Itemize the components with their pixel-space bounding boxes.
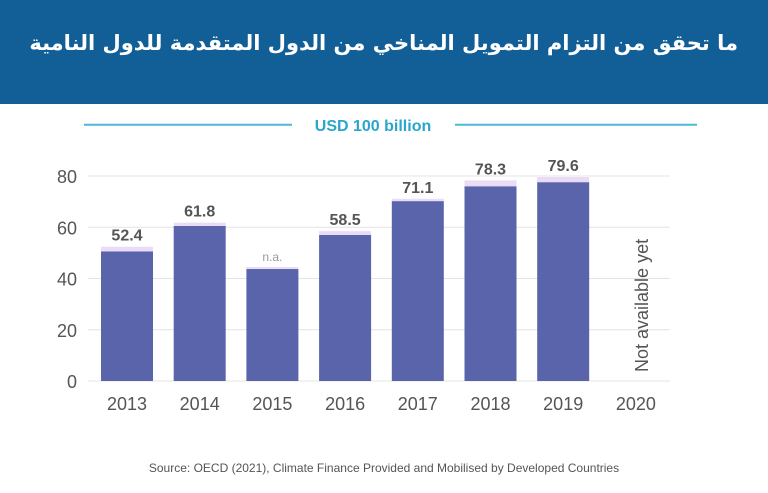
bar-top-2015 (246, 266, 299, 270)
y-tick-label: 60 (57, 218, 77, 238)
target-line-label: USD 100 billion (315, 118, 431, 135)
y-tick-label: 0 (67, 372, 77, 392)
bar-top-2013 (101, 246, 153, 252)
bar-2018 (464, 186, 517, 381)
x-tick-label: 2020 (616, 394, 656, 414)
y-tick-label: 40 (57, 270, 77, 290)
bar-2013 (101, 251, 153, 381)
data-label: 52.4 (111, 228, 142, 245)
y-tick-label: 20 (57, 321, 77, 341)
data-label: 58.5 (330, 212, 361, 229)
x-tick-label: 2017 (398, 394, 438, 414)
x-tick-label: 2019 (543, 394, 583, 414)
x-tick-label: 2014 (180, 394, 220, 414)
bar-top-2014 (173, 222, 226, 226)
x-tick-label: 2013 (107, 394, 147, 414)
header-banner: ما تحقق من التزام التمويل المناخي من الد… (0, 0, 768, 104)
bar-2017 (391, 201, 444, 381)
data-label: 71.1 (402, 180, 433, 197)
data-label: 61.8 (184, 204, 215, 221)
data-label: 79.6 (548, 158, 579, 175)
bar-2019 (537, 182, 590, 381)
bar-top-2018 (464, 180, 517, 187)
bar-top-2016 (319, 231, 372, 235)
bar-2015 (246, 269, 299, 381)
source-note: Source: OECD (2021), Climate Finance Pro… (148, 461, 620, 475)
bar-2016 (319, 234, 372, 381)
y-tick-label: 80 (57, 167, 77, 187)
x-tick-label: 2015 (252, 394, 292, 414)
bar-2014 (173, 225, 226, 381)
x-tick-label: 2016 (325, 394, 365, 414)
x-tick-label: 2018 (470, 394, 510, 414)
data-label: n.a. (262, 250, 282, 264)
bar-top-2017 (391, 198, 444, 202)
not-available-annotation: Not available yet (632, 239, 652, 372)
chart-title: ما تحقق من التزام التمويل المناخي من الد… (29, 31, 738, 55)
bar-top-2019 (537, 177, 590, 183)
data-label: 78.3 (475, 161, 506, 178)
